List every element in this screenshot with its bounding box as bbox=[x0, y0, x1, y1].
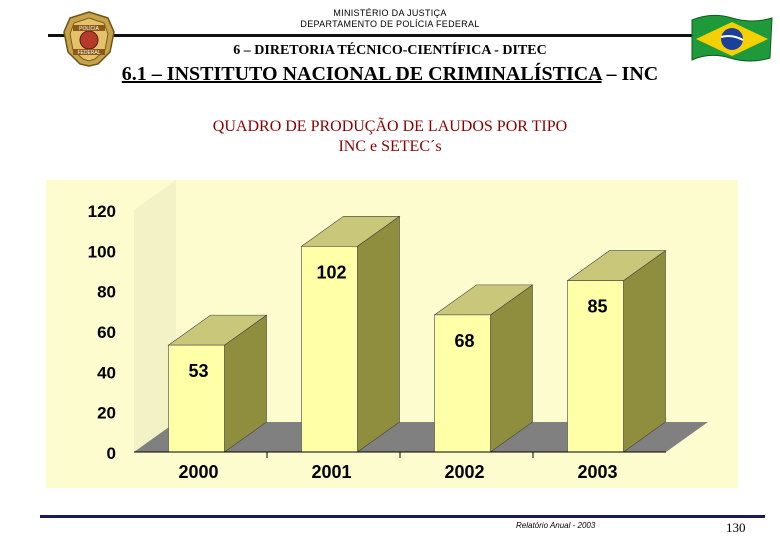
bar-data-label: 85 bbox=[587, 297, 607, 317]
bar-side bbox=[623, 250, 666, 453]
footer-rule bbox=[40, 515, 765, 518]
bar-data-label: 68 bbox=[454, 331, 474, 351]
y-tick-label: 120 bbox=[88, 202, 116, 221]
section-heading: 6 – DIRETORIA TÉCNICO-CIENTÍFICA - DITEC bbox=[233, 43, 547, 58]
bar-data-label: 102 bbox=[316, 262, 346, 282]
subsection-tail: – INC bbox=[601, 63, 659, 85]
x-tick-label: 2002 bbox=[444, 462, 484, 482]
x-tick-label: 2000 bbox=[178, 462, 218, 482]
x-tick-label: 2003 bbox=[577, 462, 617, 482]
chart-side-wall bbox=[134, 180, 176, 452]
x-tick-label: 2001 bbox=[311, 462, 351, 482]
y-tick-label: 100 bbox=[88, 242, 116, 261]
bar-front bbox=[567, 280, 624, 453]
badge-bottom-text: FEDERAL bbox=[77, 50, 100, 56]
chart-title-line1: QUADRO DE PRODUÇÃO DE LAUDOS POR TIPO bbox=[212, 118, 568, 135]
page-number: 130 bbox=[726, 520, 746, 535]
y-tick-label: 80 bbox=[97, 283, 116, 302]
bar-side bbox=[357, 215, 400, 453]
y-tick-label: 0 bbox=[107, 444, 116, 463]
chart-title-line2: INC e SETEC´s bbox=[338, 138, 442, 155]
chart-floor bbox=[134, 422, 708, 452]
bar-front bbox=[301, 246, 358, 453]
y-tick-label: 60 bbox=[97, 323, 116, 342]
ministry-heading: MINISTÉRIO DA JUSTIÇA bbox=[333, 8, 447, 18]
y-tick-label: 40 bbox=[97, 363, 116, 382]
bar-front bbox=[168, 344, 225, 453]
bar-front bbox=[434, 314, 491, 453]
bar-data-label: 53 bbox=[188, 361, 208, 381]
footer-note: Relatório Anual - 2003 bbox=[516, 521, 596, 530]
policia-federal-badge-icon: POLÍCIA FEDERAL bbox=[63, 11, 115, 67]
subsection-main: 6.1 – INSTITUTO NACIONAL DE CRIMINALÍSTI… bbox=[121, 63, 602, 85]
laudos-bar-chart: 0 20 40 60 80 100 120 53 2000 102 2001 68 2002 85 2003 bbox=[46, 180, 738, 488]
subsection-heading: 6.1 – INSTITUTO NACIONAL DE CRIMINALÍSTI… bbox=[0, 63, 780, 86]
department-heading: DEPARTAMENTO DE POLÍCIA FEDERAL bbox=[300, 19, 480, 29]
y-tick-label: 20 bbox=[97, 404, 116, 423]
brazil-flag-icon bbox=[691, 14, 773, 62]
badge-top-text: POLÍCIA bbox=[79, 25, 99, 32]
header-rule bbox=[48, 34, 768, 37]
